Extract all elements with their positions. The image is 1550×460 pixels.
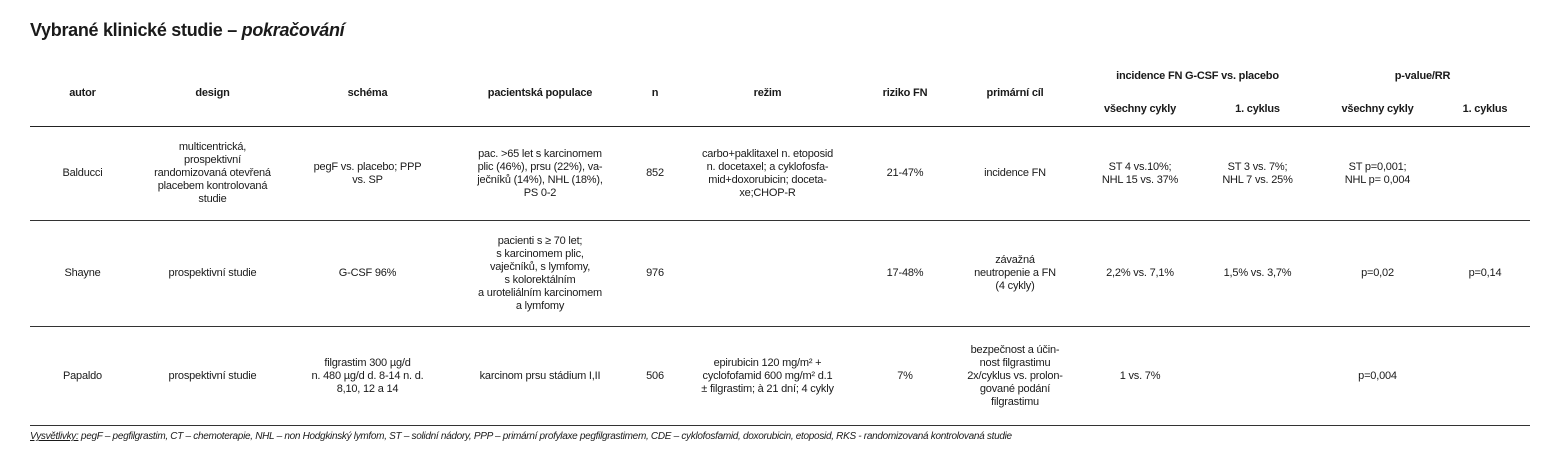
header-inc-vsechny: všechny cykly [1080,92,1200,127]
cell-design: prospektivní studie [135,326,290,426]
cell-cil: závažná neutropenie a FN (4 cykly) [950,220,1080,327]
title-main: Vybrané klinické studie – [30,20,242,40]
clinical-studies-table: autor design schéma pacientská populace … [30,60,1530,426]
cell-inc-vsechny: 2,2% vs. 7,1% [1080,220,1200,327]
cell-inc-vsechny: 1 vs. 7% [1080,326,1200,426]
header-cil: primární cíl [950,60,1080,127]
cell-populace: pacienti s ≥ 70 let; s karcinomem plic, … [445,220,635,327]
cell-p-vsechny: ST p=0,001; NHL p= 0,004 [1315,126,1440,221]
cell-cil: bezpečnost a účin- nost filgrastimu 2x/c… [950,326,1080,426]
cell-p-1 [1440,326,1530,426]
table-row: Papaldo prospektivní studie filgrastim 300… [30,326,1530,426]
cell-schema: pegF vs. placebo; PPP vs. SP [290,126,445,221]
cell-p-1: p=0,14 [1440,220,1530,327]
footnote-label: Vysvětlivky: [30,431,79,442]
page-title: Vybrané klinické studie – pokračování [30,20,345,41]
cell-inc-1 [1200,326,1315,426]
header-p-vsechny: všechny cykly [1315,92,1440,127]
cell-schema: filgrastim 300 µg/d n. 480 µg/d d. 8-14 … [290,326,445,426]
cell-autor: Papaldo [30,326,135,426]
header-autor: autor [30,60,135,127]
table-row: Shayne prospektivní studie G-CSF 96% pacien… [30,220,1530,327]
cell-rezim: carbo+paklitaxel n. etoposid n. docetaxe… [675,126,860,221]
cell-n: 506 [635,326,675,426]
cell-rezim: epirubicin 120 mg/m² + cyclofofamid 600 … [675,326,860,426]
cell-p-1 [1440,126,1530,221]
header-design: design [135,60,290,127]
cell-riziko: 17-48% [860,220,950,327]
cell-inc-1: ST 3 vs. 7%; NHL 7 vs. 25% [1200,126,1315,221]
header-incidence: incidence FN G-CSF vs. placebo [1116,69,1279,82]
cell-design: multicentrická, prospektivní randomizova… [135,126,290,221]
header-n: n [635,60,675,127]
cell-riziko: 7% [860,326,950,426]
cell-schema: G-CSF 96% [290,220,445,327]
cell-n: 976 [635,220,675,327]
header-populace: pacientská populace [445,60,635,127]
header-inc-1: 1. cyklus [1200,92,1315,127]
header-schema: schéma [290,60,445,127]
cell-autor: Balducci [30,126,135,221]
cell-cil: incidence FN [950,126,1080,221]
title-italic: pokračování [241,20,345,40]
cell-n: 852 [635,126,675,221]
cell-riziko: 21-47% [860,126,950,221]
header-rezim: režim [675,60,860,127]
cell-p-vsechny: p=0,02 [1315,220,1440,327]
footnote-text: pegF – pegfilgrastim, CT – chemoterapie,… [78,431,1012,442]
footnote: Vysvětlivky: pegF – pegfilgrastim, CT – … [30,431,1012,442]
cell-inc-vsechny: ST 4 vs.10%; NHL 15 vs. 37% [1080,126,1200,221]
cell-populace: pac. >65 let s karcinomem plic (46%), pr… [445,126,635,221]
cell-populace: karcinom prsu stádium I,II [445,326,635,426]
cell-inc-1: 1,5% vs. 3,7% [1200,220,1315,327]
cell-rezim [675,220,860,327]
cell-design: prospektivní studie [135,220,290,327]
cell-autor: Shayne [30,220,135,327]
header-riziko: riziko FN [860,60,950,127]
header-pvalue: p-value/RR [1394,69,1451,82]
cell-p-vsechny: p=0,004 [1315,326,1440,426]
table-row: Balducci multicentrická, prospektivní ran… [30,126,1530,221]
header-p-1: 1. cyklus [1440,92,1530,127]
